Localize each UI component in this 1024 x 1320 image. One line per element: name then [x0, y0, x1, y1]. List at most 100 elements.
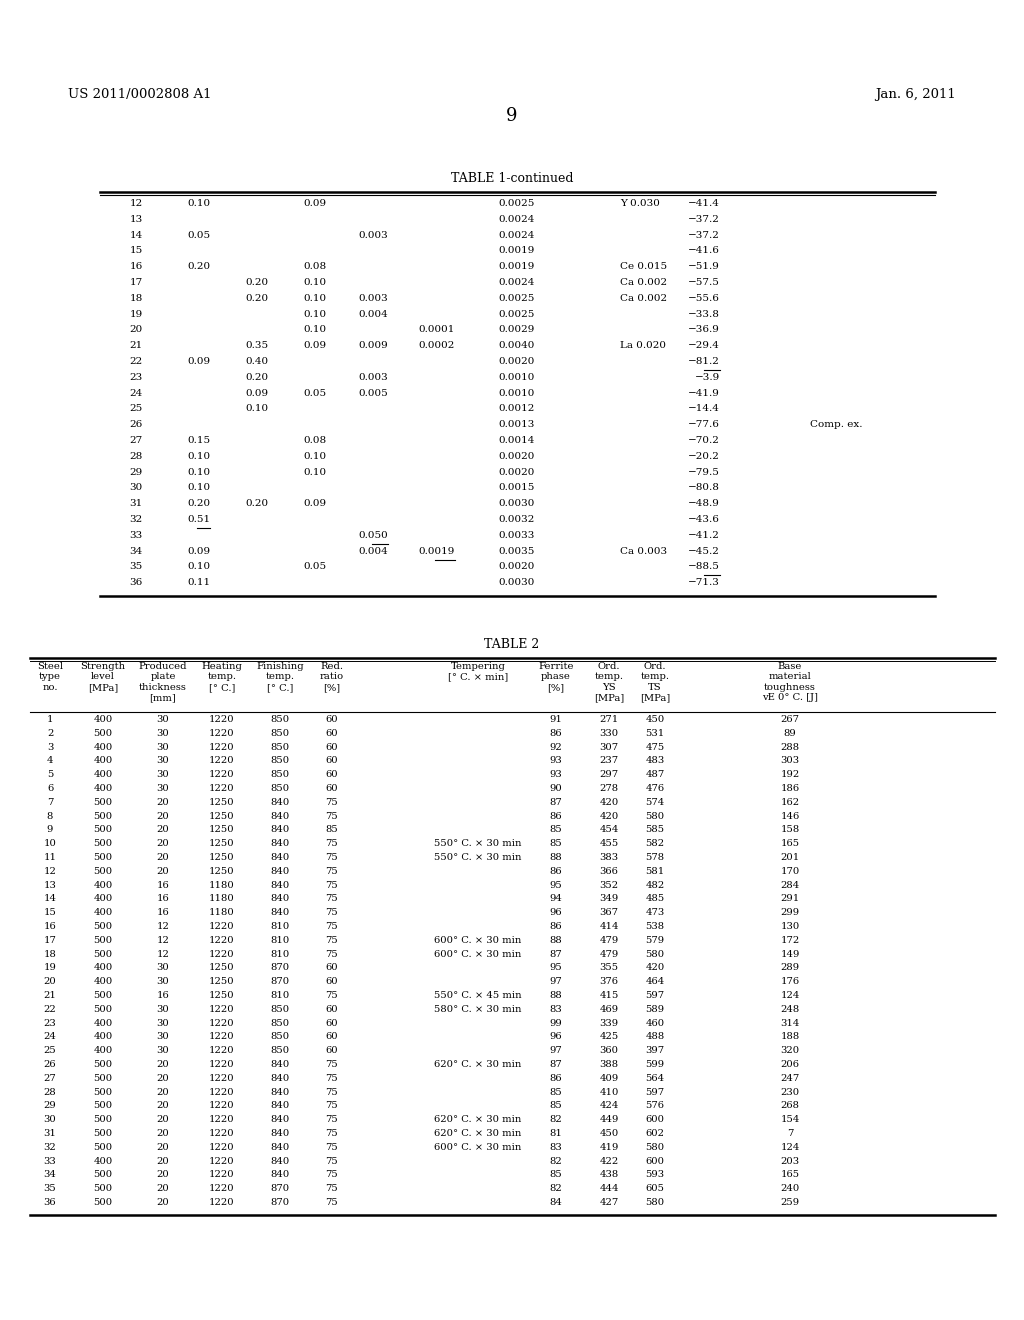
Text: 12: 12: [44, 867, 56, 875]
Text: 0.0020: 0.0020: [499, 562, 535, 572]
Text: TABLE 1-continued: TABLE 1-continued: [451, 172, 573, 185]
Text: 289: 289: [780, 964, 800, 973]
Text: Produced
plate
thickness
[mm]: Produced plate thickness [mm]: [138, 663, 187, 702]
Text: 88: 88: [550, 936, 562, 945]
Text: 850: 850: [270, 770, 290, 779]
Text: 23: 23: [130, 372, 143, 381]
Text: 400: 400: [93, 715, 113, 723]
Text: 90: 90: [550, 784, 562, 793]
Text: 840: 840: [270, 797, 290, 807]
Text: 75: 75: [326, 1060, 338, 1069]
Text: 288: 288: [780, 743, 800, 751]
Text: 367: 367: [599, 908, 618, 917]
Text: 352: 352: [599, 880, 618, 890]
Text: 75: 75: [326, 867, 338, 875]
Text: 154: 154: [780, 1115, 800, 1125]
Text: 850: 850: [270, 1005, 290, 1014]
Text: 840: 840: [270, 1129, 290, 1138]
Text: 840: 840: [270, 825, 290, 834]
Text: 10: 10: [44, 840, 56, 849]
Text: 267: 267: [780, 715, 800, 723]
Text: 124: 124: [780, 991, 800, 1001]
Text: 483: 483: [645, 756, 665, 766]
Text: 870: 870: [270, 1199, 290, 1206]
Text: 454: 454: [599, 825, 618, 834]
Text: 20: 20: [157, 840, 169, 849]
Text: 0.005: 0.005: [358, 388, 388, 397]
Text: 85: 85: [550, 1171, 562, 1179]
Text: 870: 870: [270, 977, 290, 986]
Text: 29: 29: [44, 1101, 56, 1110]
Text: 11: 11: [43, 853, 56, 862]
Text: −3.9: −3.9: [694, 372, 720, 381]
Text: 124: 124: [780, 1143, 800, 1152]
Text: 36: 36: [130, 578, 143, 587]
Text: 83: 83: [550, 1005, 562, 1014]
Text: 60: 60: [326, 729, 338, 738]
Text: 0.40: 0.40: [245, 356, 268, 366]
Text: 75: 75: [326, 1143, 338, 1152]
Text: 0.0015: 0.0015: [499, 483, 535, 492]
Text: 0.0040: 0.0040: [499, 341, 535, 350]
Text: La 0.020: La 0.020: [620, 341, 666, 350]
Text: 500: 500: [93, 1171, 113, 1179]
Text: 840: 840: [270, 908, 290, 917]
Text: 600: 600: [645, 1115, 665, 1125]
Text: 1220: 1220: [209, 1129, 234, 1138]
Text: 21: 21: [130, 341, 143, 350]
Text: 0.0013: 0.0013: [499, 420, 535, 429]
Text: 464: 464: [645, 977, 665, 986]
Text: 1220: 1220: [209, 1032, 234, 1041]
Text: 12: 12: [157, 921, 169, 931]
Text: 20: 20: [157, 867, 169, 875]
Text: 20: 20: [157, 1088, 169, 1097]
Text: 88: 88: [550, 991, 562, 1001]
Text: 424: 424: [599, 1101, 618, 1110]
Text: 400: 400: [93, 964, 113, 973]
Text: 0.05: 0.05: [303, 562, 326, 572]
Text: 0.20: 0.20: [186, 263, 210, 271]
Text: Ca 0.002: Ca 0.002: [620, 294, 667, 302]
Text: 20: 20: [157, 1115, 169, 1125]
Text: 13: 13: [44, 880, 56, 890]
Text: 840: 840: [270, 1060, 290, 1069]
Text: 1220: 1220: [209, 770, 234, 779]
Text: 620° C. × 30 min: 620° C. × 30 min: [434, 1129, 521, 1138]
Text: 75: 75: [326, 840, 338, 849]
Text: 0.10: 0.10: [303, 451, 326, 461]
Text: 75: 75: [326, 991, 338, 1001]
Text: 26: 26: [130, 420, 143, 429]
Text: 32: 32: [130, 515, 143, 524]
Text: 30: 30: [157, 743, 169, 751]
Text: 550° C. × 45 min: 550° C. × 45 min: [434, 991, 522, 1001]
Text: US 2011/0002808 A1: US 2011/0002808 A1: [68, 88, 212, 102]
Text: −41.4: −41.4: [688, 199, 720, 209]
Text: 400: 400: [93, 1156, 113, 1166]
Text: 21: 21: [44, 991, 56, 1001]
Text: −71.3: −71.3: [688, 578, 720, 587]
Text: 0.0033: 0.0033: [499, 531, 535, 540]
Text: 330: 330: [599, 729, 618, 738]
Text: 500: 500: [93, 991, 113, 1001]
Text: 240: 240: [780, 1184, 800, 1193]
Text: 0.11: 0.11: [186, 578, 210, 587]
Text: 840: 840: [270, 880, 290, 890]
Text: 0.0001: 0.0001: [419, 326, 455, 334]
Text: 31: 31: [130, 499, 143, 508]
Text: 0.09: 0.09: [303, 199, 326, 209]
Text: 30: 30: [44, 1115, 56, 1125]
Text: 450: 450: [645, 715, 665, 723]
Text: 75: 75: [326, 1199, 338, 1206]
Text: 810: 810: [270, 936, 290, 945]
Text: 12: 12: [157, 936, 169, 945]
Text: 415: 415: [599, 991, 618, 1001]
Text: 0.0019: 0.0019: [499, 247, 535, 255]
Text: 8: 8: [47, 812, 53, 821]
Text: 75: 75: [326, 1156, 338, 1166]
Text: 23: 23: [44, 1019, 56, 1027]
Text: 1220: 1220: [209, 1171, 234, 1179]
Text: 82: 82: [550, 1115, 562, 1125]
Text: Base
material
toughness
vE 0° C. [J]: Base material toughness vE 0° C. [J]: [762, 663, 818, 702]
Text: 75: 75: [326, 1115, 338, 1125]
Text: 500: 500: [93, 1060, 113, 1069]
